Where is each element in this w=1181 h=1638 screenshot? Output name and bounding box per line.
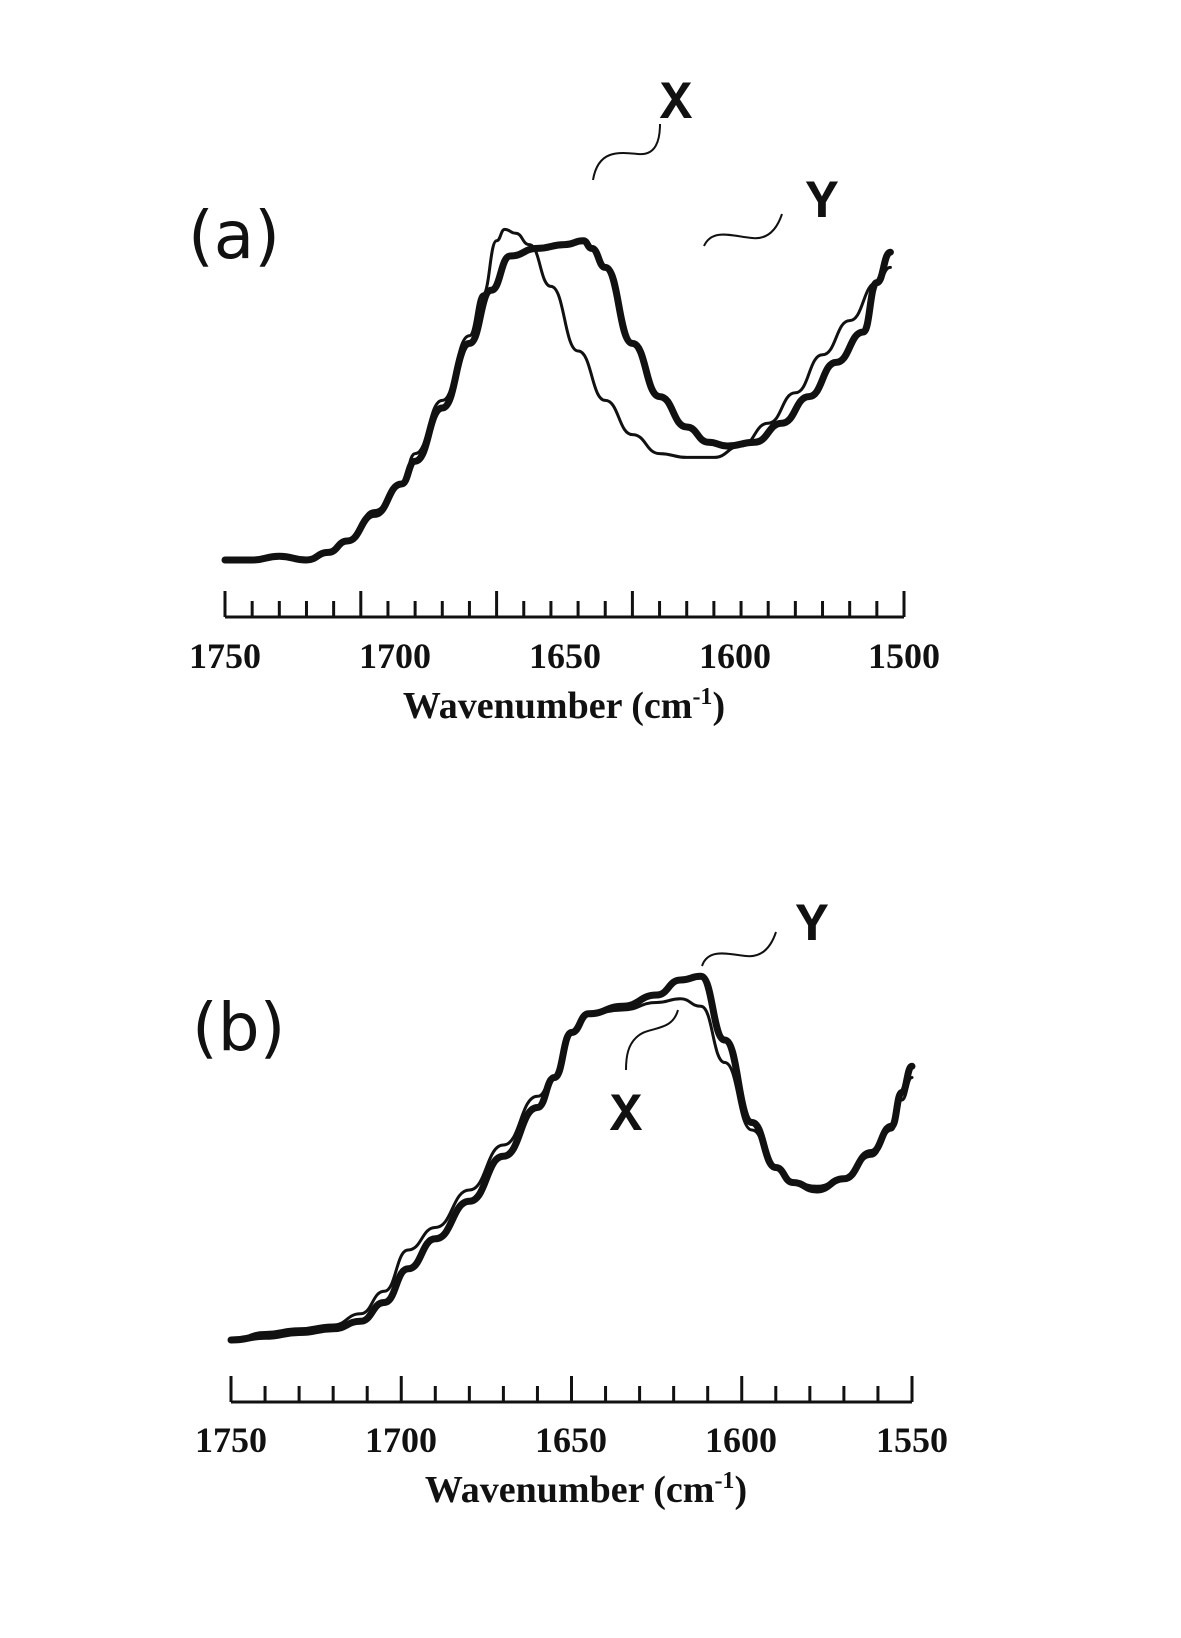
panel-a-plot-area [221,227,894,564]
panel-b-series-label-y: Y [796,896,829,957]
panel-a-tick-label-2: 1650 [529,636,601,676]
panel-a-x-ticks [223,591,906,617]
panel-a-series-label-x: X [660,74,693,135]
panel-b-label: (b) [192,989,285,1066]
panel-a-leader-y [703,213,783,247]
panel-b-tick-label-1: 1700 [365,1420,437,1460]
panel-a-series-x-line [223,227,892,562]
panel-b-tick-label-0: 1750 [195,1420,267,1460]
panel-a-label: (a) [188,197,280,274]
panel-b-leader-y [701,931,777,967]
panel-a-series-label-y: Y [806,173,839,234]
panel-b-tick-label-3: 1600 [705,1420,777,1460]
panel-b-tick-label-4: 1550 [876,1420,948,1460]
panel-b-x-axis-label: Wavenumber (cm-1) [425,1468,747,1511]
panel-b-tick-label-2: 1650 [535,1420,607,1460]
panel-b: (b) 1750 1700 1650 1600 1550 Wavenumber … [192,896,948,1511]
panel-b-series-label-x: X [610,1086,643,1147]
panel-a-x-axis-label: Wavenumber (cm-1) [403,684,725,727]
panel-a-tick-label-0: 1750 [189,636,261,676]
panel-a-tick-label-1: 1700 [359,636,431,676]
panel-a: (a) 1750 1700 1650 1600 1500 Wavenumber … [188,74,940,727]
panel-b-series-y-line [227,972,916,1344]
panel-b-plot-area [227,972,916,1344]
panel-b-x-ticks [229,1376,914,1402]
panel-b-leader-x [625,1009,679,1071]
panel-a-leader-x [592,123,661,181]
panel-a-tick-label-4: 1500 [868,636,940,676]
panel-b-series-x-line [229,997,914,1342]
panel-a-tick-label-3: 1600 [699,636,771,676]
panel-a-series-y-line [221,237,894,564]
